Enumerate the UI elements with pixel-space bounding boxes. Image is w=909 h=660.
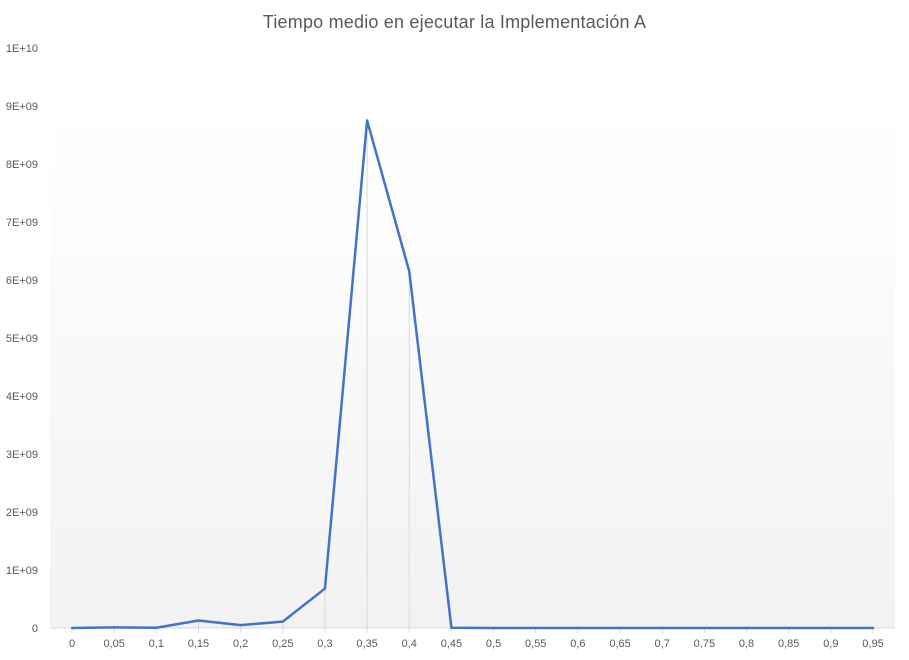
x-tick-label: 0,75	[694, 638, 715, 650]
x-tick-label: 0,7	[655, 638, 670, 650]
y-tick-label: 9E+09	[6, 101, 38, 113]
plot-area-background	[50, 110, 895, 628]
x-tick-label: 0,15	[188, 638, 209, 650]
x-tick-label: 0,3	[317, 638, 332, 650]
x-tick-label: 0,85	[778, 638, 799, 650]
x-axis-tick-labels: 0 0,05 0,1 0,15 0,2 0,25 0,3 0,35 0,4 0,45 0,5 0,55…	[69, 638, 884, 650]
x-tick-label: 0,5	[486, 638, 501, 650]
x-tick-label: 0,45	[441, 638, 462, 650]
y-tick-label: 1E+10	[6, 43, 38, 55]
x-tick-label: 0,35	[356, 638, 377, 650]
y-tick-label: 7E+09	[6, 217, 38, 229]
x-tick-label: 0,6	[570, 638, 585, 650]
x-tick-label: 0,95	[862, 638, 883, 650]
chart-title: Tiempo medio en ejecutar la Implementaci…	[262, 12, 647, 32]
x-tick-label: 0,9	[823, 638, 838, 650]
drop-lines	[113, 120, 452, 628]
x-tick-label: 0,1	[149, 638, 164, 650]
y-tick-label: 4E+09	[6, 391, 38, 403]
series-line	[70, 119, 875, 630]
y-tick-label: 0	[32, 623, 38, 635]
x-tick-label: 0	[69, 638, 75, 650]
x-tick-label: 0,2	[233, 638, 248, 650]
y-tick-label: 8E+09	[6, 159, 38, 171]
y-tick-label: 5E+09	[6, 333, 38, 345]
y-tick-label: 6E+09	[6, 275, 38, 287]
x-tick-label: 0,65	[609, 638, 630, 650]
y-tick-label: 2E+09	[6, 507, 38, 519]
y-axis-tick-labels: 0 1E+09 2E+09 3E+09 4E+09 5E+09 6E+09 7E+09 8E+0…	[6, 43, 38, 635]
x-tick-label: 0,25	[272, 638, 293, 650]
x-tick-label: 0,55	[525, 638, 546, 650]
x-tick-label: 0,4	[402, 638, 417, 650]
y-tick-label: 1E+09	[6, 565, 38, 577]
x-tick-label: 0,05	[103, 638, 124, 650]
y-tick-label: 3E+09	[6, 449, 38, 461]
x-tick-label: 0,8	[739, 638, 754, 650]
